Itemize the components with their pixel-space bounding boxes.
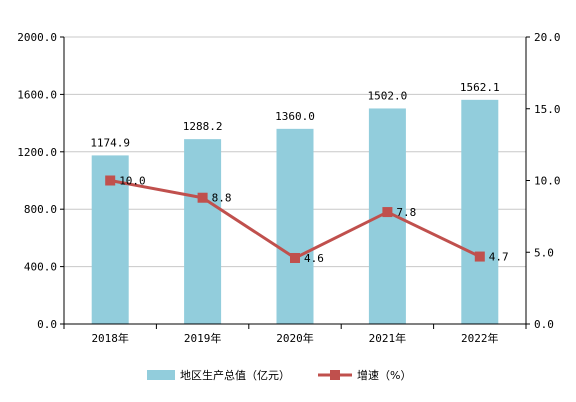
x-tick-label: 2018年 <box>91 331 129 345</box>
line-value-label: 7.8 <box>396 206 416 219</box>
left-tick-label: 1600.0 <box>17 88 57 101</box>
bar-value-label: 1502.0 <box>368 89 408 102</box>
legend-swatch-bar <box>147 370 175 380</box>
line-value-label: 10.0 <box>119 175 146 188</box>
bar <box>461 99 499 324</box>
right-tick-label: 20.0 <box>534 31 561 44</box>
legend-label-growth: 增速（%） <box>357 368 411 382</box>
bar-value-label: 1174.9 <box>90 136 130 149</box>
axes: 0.0 400.0 800.0 1200.0 1600.0 2000.0 0.0 5.0 10.… <box>17 31 560 345</box>
left-tick-label: 800.0 <box>24 203 57 216</box>
bar-value-label: 1360.0 <box>275 110 315 123</box>
bar <box>276 128 314 324</box>
left-tick-label: 400.0 <box>24 261 57 274</box>
x-tick-label: 2021年 <box>369 331 407 345</box>
legend-label-gdp: 地区生产总值（亿元） <box>180 368 290 382</box>
line-marker <box>474 251 485 262</box>
right-tick-label: 10.0 <box>534 175 561 188</box>
line-value-label: 8.8 <box>212 192 232 205</box>
data-labels: 1174.9 1288.2 1360.0 1502.0 1562.1 10.0 8.8 4.6… <box>90 81 508 265</box>
x-tick-label: 2022年 <box>461 331 499 345</box>
line-value-label: 4.6 <box>304 252 324 265</box>
bar-value-label: 1562.1 <box>460 81 500 94</box>
left-tick-label: 0.0 <box>37 318 57 331</box>
x-tick-label: 2020年 <box>276 331 314 345</box>
line-marker <box>382 207 393 218</box>
line-value-label: 4.7 <box>489 251 509 264</box>
legend: 地区生产总值（亿元） 增速（%） <box>147 368 411 382</box>
right-tick-label: 0.0 <box>534 318 554 331</box>
bar-series <box>91 99 499 324</box>
left-tick-label: 2000.0 <box>17 31 57 44</box>
line-marker <box>197 192 208 203</box>
right-tick-label: 5.0 <box>534 246 554 259</box>
legend-swatch-marker <box>330 370 340 380</box>
line-marker <box>290 252 300 263</box>
right-tick-label: 15.0 <box>534 103 561 116</box>
bar-value-label: 1288.2 <box>183 120 223 133</box>
x-tick-label: 2019年 <box>184 331 222 345</box>
bar <box>184 139 222 324</box>
line-marker <box>105 175 116 186</box>
left-tick-label: 1200.0 <box>17 146 57 159</box>
line-series <box>105 175 485 263</box>
